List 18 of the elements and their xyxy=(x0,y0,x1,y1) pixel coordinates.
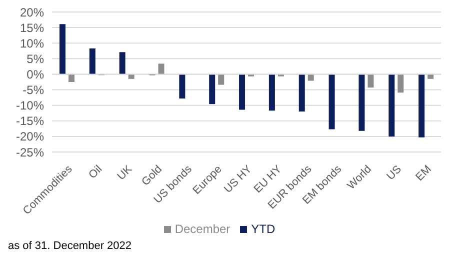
y-tick-label: -20% xyxy=(16,130,44,144)
x-tick-label: US xyxy=(384,163,404,183)
y-tick-label: 0% xyxy=(26,67,44,82)
legend-label: December xyxy=(174,222,230,236)
y-tick-label: 5% xyxy=(26,52,44,66)
x-tick-label: Oil xyxy=(86,163,105,182)
x-tick-label: EM xyxy=(414,163,434,184)
y-tick-label: -15% xyxy=(16,114,44,128)
y-tick-label: -10% xyxy=(16,98,44,113)
x-tick-label: UK xyxy=(115,162,136,183)
y-tick-label: 20% xyxy=(20,5,44,20)
x-tick-label: US HY xyxy=(222,162,255,196)
text: as of 31. December 2022 xyxy=(8,240,133,252)
y-tick-label: 10% xyxy=(20,36,44,50)
legend-label: YTD xyxy=(251,222,276,236)
y-tick-label: -5% xyxy=(22,83,44,98)
y-tick-label: 15% xyxy=(20,20,44,35)
y-tick-label: -25% xyxy=(16,145,44,160)
